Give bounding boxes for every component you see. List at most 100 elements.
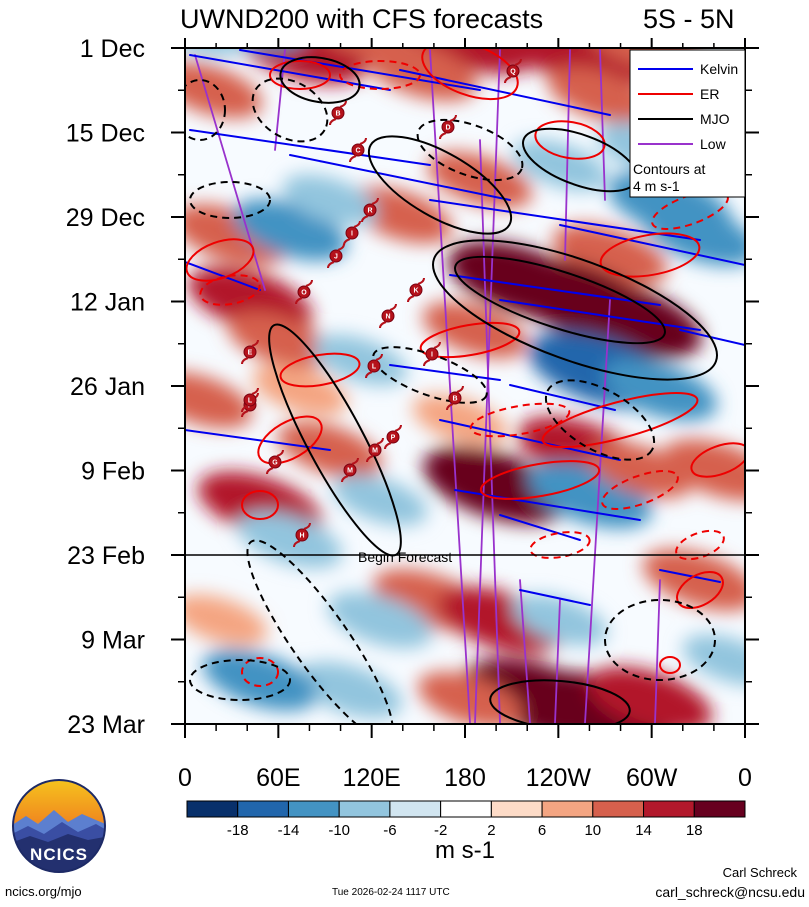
storm-marker-13: O	[295, 279, 313, 305]
er-contour-17	[469, 402, 571, 438]
anomaly-blob-39	[512, 139, 608, 191]
storm-marker-12: N	[379, 303, 397, 329]
mjo-contour-8	[251, 77, 329, 143]
mjo-contour-0	[454, 255, 666, 345]
x-tick-label-3: 180	[444, 764, 486, 792]
kelvin-line-0	[189, 54, 391, 91]
colorbar-tick-3: -6	[383, 822, 396, 839]
storm-label-0: B	[335, 111, 340, 118]
email-credit: carl_schreck@ncsu.edu	[655, 884, 805, 900]
colorbar-tick-6: 6	[538, 822, 546, 839]
kelvin-line-12	[509, 384, 616, 411]
storm-marker-3: E	[241, 339, 259, 365]
storm-label-16: R	[367, 208, 372, 215]
low-line-10	[654, 579, 661, 724]
colorbar-segment-1	[237, 800, 289, 818]
storm-label-12: N	[385, 314, 390, 321]
storm-label-18: I	[431, 352, 433, 359]
anomaly-blob-31	[662, 439, 745, 501]
legend-label-mjo: MJO	[700, 111, 730, 127]
er-contour-20	[241, 657, 279, 687]
legend-label-low: Low	[700, 136, 727, 152]
low-line-7	[584, 299, 611, 724]
mjo-contour-1	[432, 239, 718, 381]
mjo-contours	[185, 56, 718, 724]
kelvin-line-17	[519, 589, 591, 606]
er-contour-1	[421, 48, 519, 101]
legend-box	[629, 49, 746, 198]
mjo-contour-13	[189, 659, 291, 701]
storm-marker-10: L	[365, 353, 383, 379]
er-contour-19	[529, 531, 591, 559]
kelvin-line-16	[499, 514, 581, 541]
y-tick-label-6: 23 Feb	[67, 542, 145, 570]
er-contour-9	[479, 460, 601, 500]
kelvin-line-8	[449, 274, 661, 306]
anomaly-blob-53	[642, 549, 745, 611]
storm-label-19: L	[248, 398, 253, 405]
er-contour-0	[269, 60, 331, 90]
legend-label-kelvin: Kelvin	[700, 61, 738, 77]
x-tick-label-5: 60W	[626, 764, 678, 792]
colorbar-segment-5	[440, 800, 492, 818]
y-tick-label-1: 15 Dec	[66, 120, 145, 148]
anomaly-blob-10	[547, 66, 653, 124]
colorbar-tick-7: 10	[584, 822, 601, 839]
x-tick-label-0: 0	[178, 764, 192, 792]
mjo-contour-6	[489, 679, 631, 724]
storm-label-1: C	[355, 148, 360, 155]
colorbar-segment-0	[186, 800, 239, 818]
storm-label-8: J	[334, 254, 338, 261]
mjo-contour-10	[544, 379, 656, 461]
anomaly-blob-26	[602, 359, 718, 421]
colorbar-tick-0: -18	[227, 822, 249, 839]
storm-marker-15: Q	[504, 58, 522, 84]
er-contour-3	[185, 238, 255, 282]
anomaly-blob-54	[185, 594, 268, 646]
low-line-5	[564, 49, 571, 261]
y-tick-label-8: 23 Mar	[67, 711, 145, 739]
anomaly-blob-47	[587, 666, 713, 724]
mjo-contour-5	[367, 135, 513, 235]
storm-label-14: P	[391, 435, 396, 442]
mjo-contour-7	[189, 181, 271, 219]
chart-region: 5S - 5N	[643, 4, 735, 34]
storm-label-10: L	[372, 364, 377, 371]
er-contour-13	[659, 656, 681, 674]
storm-marker-9: K	[407, 277, 425, 303]
mjo-contour-15	[372, 346, 488, 404]
mjo-contour-9	[416, 118, 524, 182]
low-frequency-contours	[194, 49, 661, 724]
anomaly-blob-34	[332, 474, 428, 526]
legend-note-1: Contours at	[633, 161, 705, 177]
x-tick-label-2: 120E	[342, 764, 400, 792]
chart-title: UWND200 with CFS forecasts	[180, 4, 543, 34]
kelvin-line-3	[189, 129, 431, 166]
storm-marker-20: M	[341, 457, 359, 483]
colorbar-tick-2: -10	[328, 822, 350, 839]
storm-label-7: I	[351, 231, 353, 238]
forecast-label: Begin Forecast	[358, 549, 452, 565]
colorbar-segment-7	[541, 800, 594, 818]
er-contour-4	[599, 232, 701, 278]
er-contour-7	[257, 415, 323, 465]
er-contour-21	[675, 529, 725, 561]
er-contour-8	[541, 391, 699, 449]
ncics-logo: NCICS	[12, 779, 106, 873]
colorbar-tick-1: -14	[278, 822, 300, 839]
low-line-8	[519, 579, 531, 724]
er-contour-6	[419, 321, 521, 359]
kelvin-line-9	[499, 299, 701, 331]
anomaly-blob-50	[297, 661, 403, 719]
er-contour-16	[199, 274, 261, 306]
anomaly-blob-49	[327, 591, 433, 649]
colorbar-segment-8	[592, 800, 645, 818]
kelvin-line-4	[289, 154, 511, 201]
x-tick-label-1: 60E	[256, 764, 300, 792]
y-tick-label-7: 9 Mar	[81, 627, 145, 655]
storm-label-13: O	[301, 290, 307, 297]
storm-label-20: M	[347, 468, 353, 475]
anomaly-blob-41	[282, 174, 378, 226]
colorbar-segment-2	[287, 800, 340, 818]
